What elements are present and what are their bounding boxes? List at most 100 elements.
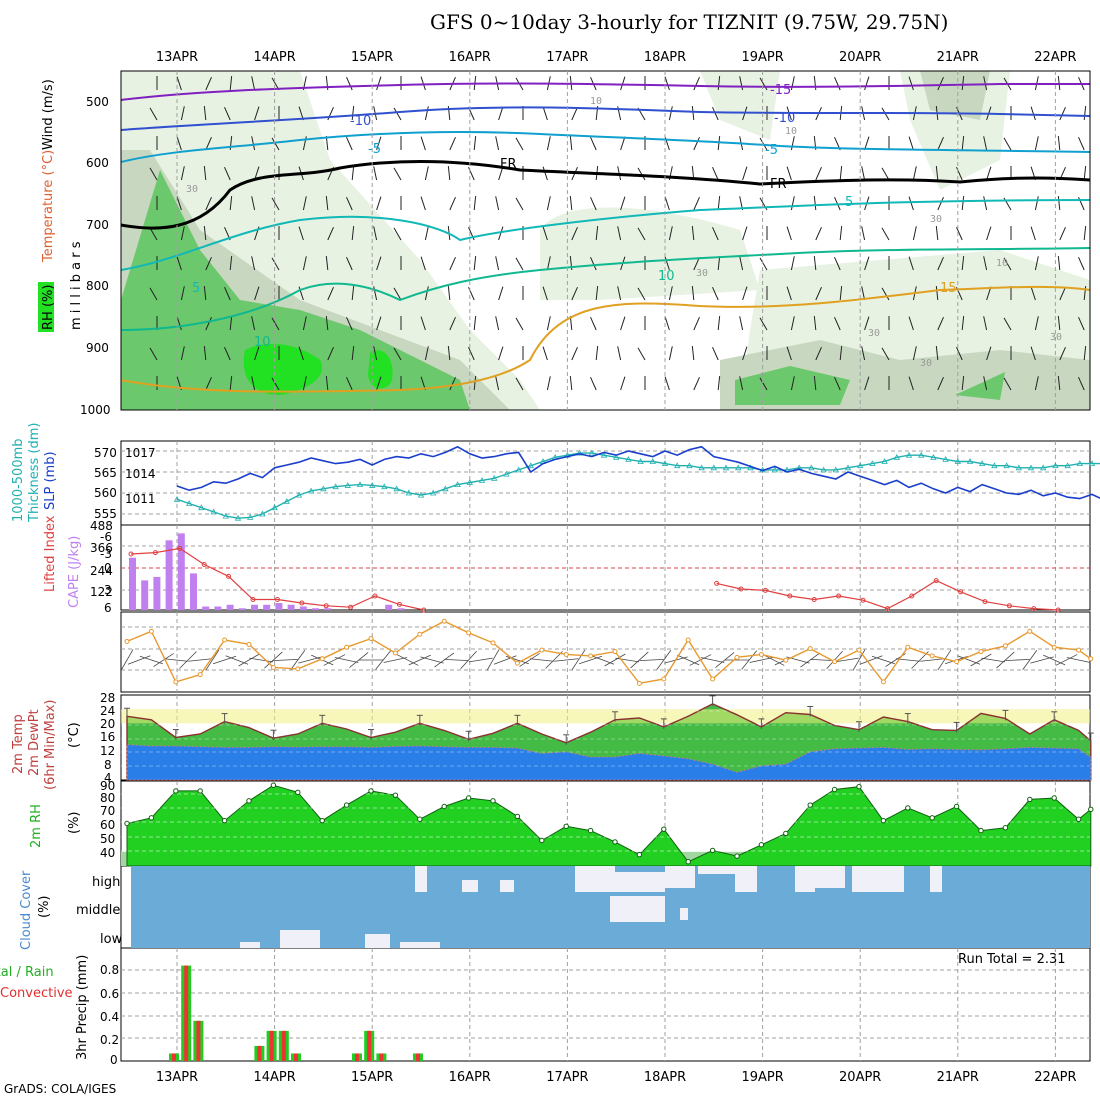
thickness-point <box>576 449 583 456</box>
thickness-point <box>686 462 693 469</box>
cape-bar <box>226 604 234 610</box>
rh2m-point <box>343 802 350 808</box>
surface-wind-barb <box>1005 658 1030 662</box>
slp-tick-right: 1014 <box>125 467 156 481</box>
wind-barb <box>983 196 988 211</box>
wind-barb <box>691 286 695 301</box>
surface-wind-barb <box>834 657 859 663</box>
wind-barb <box>449 197 456 211</box>
rh-light-region-3 <box>700 71 780 140</box>
wind-barb <box>739 256 744 271</box>
thickness-point <box>234 514 242 521</box>
wind-barb <box>176 196 182 211</box>
wind-barb <box>908 136 914 151</box>
thickness-point <box>247 514 254 520</box>
thickness-point <box>625 456 632 462</box>
lifted-index-point <box>250 597 256 602</box>
precip-axis-label-c: 3hr Precip (mm) <box>75 955 90 1060</box>
surface-wind-barb <box>460 650 477 670</box>
wind-barb <box>742 346 748 361</box>
date-label-top: 15APR <box>351 50 393 65</box>
lifted-index-point <box>933 578 939 584</box>
temp-band-warm <box>121 709 1090 724</box>
wind-barb <box>325 316 329 331</box>
rh2m-point <box>270 782 277 788</box>
precip-conv-bar <box>172 1053 176 1061</box>
wind-barb <box>790 316 795 331</box>
wind-barb <box>983 376 988 391</box>
wind-barb <box>937 317 944 331</box>
wind-barb <box>693 377 700 391</box>
wind-barb <box>420 76 426 91</box>
thickness-point <box>1064 462 1071 469</box>
thickness-point <box>869 460 876 466</box>
date-label-bottom: 15APR <box>351 1070 393 1085</box>
wind-barb <box>327 227 334 241</box>
thickness-point <box>893 453 900 460</box>
lifted-index-point <box>884 606 890 612</box>
wind-barb <box>420 136 426 151</box>
rh2m-point <box>514 813 521 820</box>
rh2m-point <box>1088 806 1094 813</box>
cape-tick: 244 <box>90 564 113 578</box>
surface-wind-barb <box>749 657 774 663</box>
thickness-point <box>405 489 412 496</box>
surface-wind-barb <box>238 653 260 667</box>
wind-barb <box>595 286 599 301</box>
wind-barb <box>376 76 382 91</box>
lifted-index-point <box>811 597 817 602</box>
wind-barb <box>1034 136 1039 151</box>
thickness-point <box>1076 460 1083 466</box>
wind-barb <box>983 256 988 271</box>
cape-bar <box>299 606 307 610</box>
wind-barb <box>664 76 670 91</box>
dates-bottom: 13APR 14APR 15APR 16APR 17APR 18APR 19APR 20APR… <box>156 1070 1077 1085</box>
wind-barb <box>956 347 963 361</box>
wind-speed-point <box>636 680 642 686</box>
cloud-block <box>665 866 695 888</box>
wind-barb <box>668 226 673 241</box>
contour-label: -5 <box>765 143 778 158</box>
dewpt-area <box>127 744 1091 780</box>
wind-barb <box>742 166 748 181</box>
thickness-point <box>832 466 839 473</box>
wind-barb <box>813 256 817 271</box>
cloud-block <box>415 866 427 892</box>
cloud-block <box>610 896 665 922</box>
wind-barb <box>393 167 402 181</box>
wind-barb <box>786 346 792 361</box>
lifted-index-point <box>372 593 378 599</box>
wind-barb <box>327 287 334 301</box>
wind-speed-point <box>1076 647 1082 653</box>
wind-barb <box>542 166 548 181</box>
thickness-point <box>393 485 400 492</box>
surface-wind-barb <box>981 657 1006 663</box>
wind-barb <box>1034 196 1039 211</box>
wind-barb <box>668 286 673 301</box>
slp-thickness-panel <box>121 445 1100 521</box>
surface-wind-barb <box>677 654 700 666</box>
surface-wind-barb <box>639 658 664 662</box>
wind-barb <box>542 286 548 301</box>
wind-barb <box>861 346 866 361</box>
wind-speed-point <box>685 637 691 643</box>
wind-barb <box>542 346 548 361</box>
cape-bar <box>263 604 271 610</box>
surface-wind-barb <box>249 657 274 663</box>
cape-bar <box>190 573 197 610</box>
wind-barb <box>569 136 573 151</box>
wind-barb <box>815 347 822 361</box>
rh2m-point <box>636 851 643 858</box>
wind-barb <box>546 316 551 331</box>
surface-wind-barb <box>604 653 626 667</box>
rh2m-point <box>417 816 423 822</box>
wind-barb <box>908 196 914 211</box>
wind-barb <box>712 287 719 301</box>
wind-barb <box>864 316 870 331</box>
wind-barb <box>739 316 744 331</box>
wind-barb <box>834 317 841 331</box>
wind-barb <box>376 316 382 331</box>
surface-wind-barb <box>349 652 369 668</box>
date-label-top: 18APR <box>644 50 686 65</box>
rh2m-point <box>783 830 789 837</box>
